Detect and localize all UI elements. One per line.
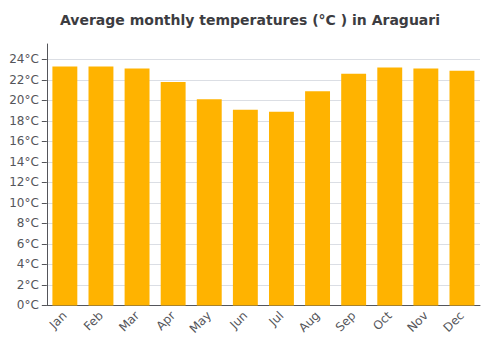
svg-text:Apr: Apr xyxy=(154,308,179,333)
svg-text:6°C: 6°C xyxy=(17,237,39,251)
svg-text:16°C: 16°C xyxy=(9,134,39,148)
svg-text:0°C: 0°C xyxy=(17,298,39,312)
svg-text:Oct: Oct xyxy=(370,308,395,333)
svg-text:22°C: 22°C xyxy=(9,73,39,87)
svg-text:4°C: 4°C xyxy=(17,257,39,271)
svg-text:18°C: 18°C xyxy=(9,114,39,128)
svg-text:Feb: Feb xyxy=(81,309,106,334)
svg-text:Average monthly temperatures (: Average monthly temperatures (°C ) in Ar… xyxy=(60,12,440,28)
svg-text:14°C: 14°C xyxy=(9,155,39,169)
svg-text:12°C: 12°C xyxy=(9,175,39,189)
svg-text:Jul: Jul xyxy=(266,309,287,330)
svg-text:24°C: 24°C xyxy=(9,52,39,66)
svg-text:Sep: Sep xyxy=(333,309,359,335)
svg-text:Jan: Jan xyxy=(46,309,70,333)
svg-text:2°C: 2°C xyxy=(17,278,39,292)
svg-text:May: May xyxy=(187,309,214,336)
svg-text:Dec: Dec xyxy=(441,309,467,335)
svg-text:10°C: 10°C xyxy=(9,196,39,210)
svg-text:8°C: 8°C xyxy=(17,216,39,230)
svg-text:Mar: Mar xyxy=(116,308,142,334)
svg-text:20°C: 20°C xyxy=(9,93,39,107)
svg-text:Aug: Aug xyxy=(296,309,322,335)
svg-text:Jun: Jun xyxy=(226,309,250,333)
svg-text:Nov: Nov xyxy=(404,309,430,335)
